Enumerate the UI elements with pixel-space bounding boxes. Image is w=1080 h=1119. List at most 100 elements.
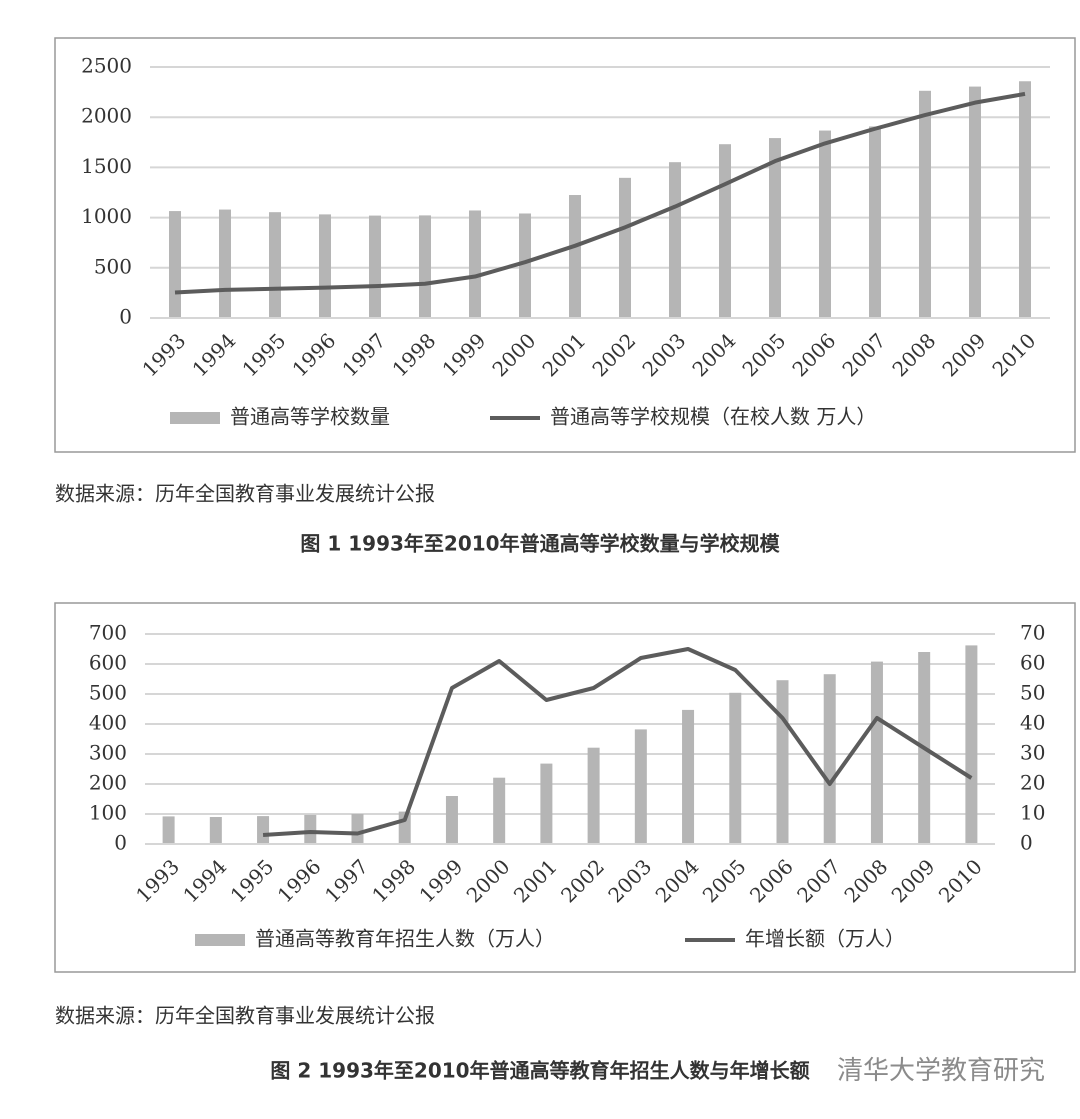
x-tick-label: 2001 <box>509 854 562 907</box>
y2-tick-label: 40 <box>1020 711 1045 735</box>
line <box>262 647 973 837</box>
bar <box>219 209 231 318</box>
bar <box>319 214 331 318</box>
y-tick-label: 600 <box>89 651 127 675</box>
y2-tick-label: 10 <box>1020 801 1045 825</box>
y-tick-label: 0 <box>114 831 127 855</box>
x-tick-label: 2010 <box>987 328 1040 381</box>
y-tick-label: 0 <box>119 305 132 329</box>
chart-frame <box>54 37 1076 453</box>
x-tick-label: 2008 <box>887 328 940 381</box>
caption: 图 1 1993年至2010年普通高等学校数量与学校规模 <box>300 532 780 556</box>
legend-label: 普通高等教育年招生人数（万人） <box>255 927 555 951</box>
bar <box>519 213 531 318</box>
x-tick-label: 1995 <box>237 328 290 381</box>
x-tick-label: 2005 <box>698 854 751 907</box>
bar <box>369 215 381 318</box>
x-tick-label: 2008 <box>839 854 892 907</box>
x-tick-label: 1993 <box>131 854 184 907</box>
bar <box>587 747 600 844</box>
bar <box>351 814 364 844</box>
caption: 图 2 1993年至2010年普通高等教育年招生人数与年增长额 <box>270 1059 809 1083</box>
bar <box>162 816 175 844</box>
bar <box>469 210 481 318</box>
bar <box>269 212 281 318</box>
bar <box>869 126 881 318</box>
x-tick-label: 2002 <box>587 328 640 381</box>
bar <box>729 692 742 844</box>
x-tick-label: 1994 <box>187 328 240 381</box>
line <box>174 91 1026 295</box>
x-tick-label: 2003 <box>603 854 656 907</box>
x-tick-label: 2007 <box>792 854 845 907</box>
y-tick-label: 200 <box>89 771 127 795</box>
y-tick-label: 1500 <box>81 154 132 178</box>
x-tick-label: 2001 <box>537 328 590 381</box>
x-tick-label: 2006 <box>787 328 840 381</box>
watermark: 清华大学教育研究 <box>837 1056 1045 1086</box>
x-tick-label: 1997 <box>337 328 390 381</box>
bar <box>669 162 681 318</box>
y-tick-label: 100 <box>89 801 127 825</box>
y-tick-label: 400 <box>89 711 127 735</box>
y2-tick-label: 30 <box>1020 741 1045 765</box>
legend-label: 普通高等学校数量 <box>230 405 390 429</box>
bar <box>445 796 458 844</box>
bar <box>1019 81 1031 318</box>
bar <box>819 130 831 318</box>
x-tick-label: 1997 <box>320 854 373 907</box>
bar <box>969 86 981 318</box>
x-tick-label: 2004 <box>651 854 704 907</box>
x-tick-label: 2004 <box>687 328 740 381</box>
x-tick-label: 2005 <box>737 328 790 381</box>
bar <box>823 674 836 844</box>
bar <box>257 816 270 844</box>
x-tick-label: 1999 <box>437 328 490 381</box>
source-note: 数据来源：历年全国教育事业发展统计公报 <box>55 482 435 506</box>
x-tick-label: 2010 <box>934 854 987 907</box>
x-tick-label: 1994 <box>178 854 231 907</box>
bar <box>965 645 978 844</box>
bar <box>769 138 781 318</box>
y2-tick-label: 60 <box>1020 651 1045 675</box>
source-note: 数据来源：历年全国教育事业发展统计公报 <box>55 1004 435 1028</box>
x-tick-label: 2009 <box>937 328 990 381</box>
y2-tick-label: 20 <box>1020 771 1045 795</box>
x-tick-label: 2002 <box>556 854 609 907</box>
bar <box>169 211 181 318</box>
y-tick-label: 2000 <box>81 104 132 128</box>
y-tick-label: 700 <box>89 621 127 645</box>
bar <box>493 777 506 844</box>
bar <box>870 661 883 844</box>
y-tick-label: 2500 <box>81 54 132 78</box>
bar <box>569 195 581 318</box>
y-tick-label: 300 <box>89 741 127 765</box>
x-tick-label: 1999 <box>414 854 467 907</box>
y2-tick-label: 70 <box>1020 621 1045 645</box>
x-tick-label: 2009 <box>887 854 940 907</box>
bar <box>419 215 431 318</box>
y-tick-label: 1000 <box>81 204 132 228</box>
bar <box>919 90 931 318</box>
bar <box>619 177 631 318</box>
y-tick-label: 500 <box>94 254 132 278</box>
bar <box>304 814 317 844</box>
y2-tick-label: 50 <box>1020 681 1045 705</box>
chart-frame <box>54 602 1076 973</box>
bar <box>776 680 789 844</box>
legend-label: 年增长额（万人） <box>745 927 905 951</box>
x-tick-label: 1996 <box>273 854 326 907</box>
x-tick-label: 2000 <box>462 854 515 907</box>
legend-swatch <box>170 412 220 424</box>
x-tick-label: 1998 <box>387 328 440 381</box>
legend-swatch <box>195 934 245 946</box>
x-tick-label: 1993 <box>137 328 190 381</box>
bar <box>682 709 695 844</box>
x-tick-label: 2003 <box>637 328 690 381</box>
bar <box>540 763 553 844</box>
x-tick-label: 2000 <box>487 328 540 381</box>
y2-tick-label: 0 <box>1020 831 1033 855</box>
bar <box>719 144 731 318</box>
bar <box>634 729 647 844</box>
